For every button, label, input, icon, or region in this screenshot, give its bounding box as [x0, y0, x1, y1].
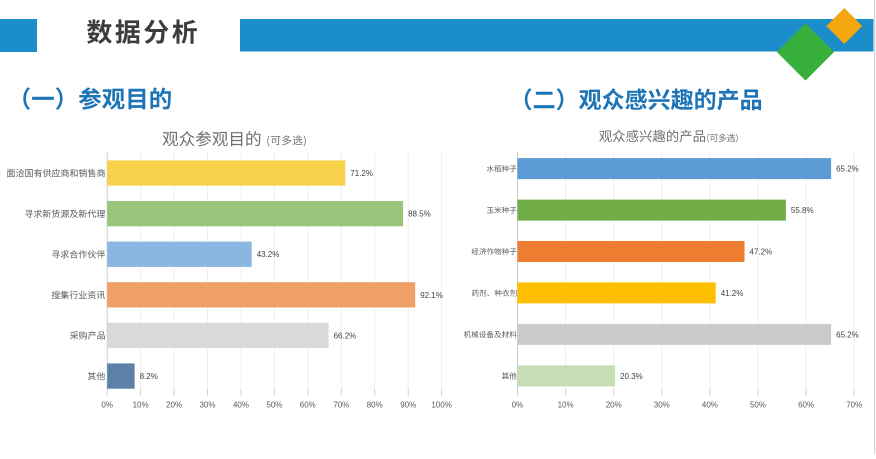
svg-text:60%: 60% — [300, 401, 316, 410]
svg-text:0%: 0% — [101, 401, 113, 410]
svg-text:43.2%: 43.2% — [257, 250, 280, 259]
svg-text:65.2%: 65.2% — [836, 330, 859, 339]
svg-text:41.2%: 41.2% — [721, 289, 744, 298]
svg-text:0%: 0% — [512, 401, 524, 410]
svg-text:60%: 60% — [798, 401, 814, 410]
svg-text:90%: 90% — [400, 401, 416, 410]
svg-text:20%: 20% — [166, 401, 182, 410]
svg-text:70%: 70% — [846, 401, 862, 410]
svg-text:20.3%: 20.3% — [620, 372, 643, 381]
svg-text:88.5%: 88.5% — [408, 210, 431, 219]
svg-text:30%: 30% — [199, 401, 215, 410]
svg-text:50%: 50% — [266, 401, 282, 410]
svg-text:70%: 70% — [333, 401, 349, 410]
svg-text:47.2%: 47.2% — [750, 248, 773, 257]
svg-text:100%: 100% — [431, 401, 451, 410]
svg-text:55.8%: 55.8% — [791, 206, 814, 215]
svg-text:40%: 40% — [702, 401, 718, 410]
svg-text:80%: 80% — [367, 401, 383, 410]
svg-text:20%: 20% — [606, 401, 622, 410]
svg-text:30%: 30% — [654, 401, 670, 410]
svg-text:10%: 10% — [133, 401, 149, 410]
svg-text:10%: 10% — [558, 401, 574, 410]
svg-text:50%: 50% — [750, 401, 766, 410]
svg-text:65.2%: 65.2% — [836, 165, 859, 174]
svg-text:71.2%: 71.2% — [350, 169, 373, 178]
svg-text:92.1%: 92.1% — [420, 291, 443, 300]
svg-text:40%: 40% — [233, 401, 249, 410]
svg-text:8.2%: 8.2% — [140, 372, 158, 381]
svg-text:66.2%: 66.2% — [334, 331, 357, 340]
